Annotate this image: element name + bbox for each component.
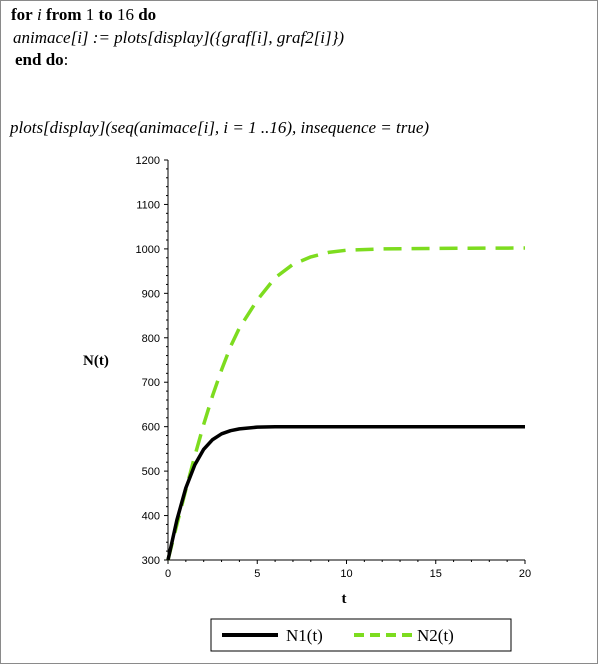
- x-axis-label: t: [342, 591, 347, 607]
- plot-curves: [166, 246, 526, 561]
- x-tick-label: 10: [340, 568, 352, 580]
- x-tick-label: 15: [430, 568, 442, 580]
- y-tick-label: 400: [142, 511, 160, 523]
- x-tick-label: 20: [519, 568, 531, 580]
- x-tick-label: 0: [165, 568, 171, 580]
- y-axis-label: N(t): [83, 353, 109, 369]
- series-line-n2t: [166, 246, 526, 561]
- code-line-plots-display[interactable]: plots[display](seq(animace[i], i = 1 ..1…: [10, 118, 430, 137]
- from-value: 1: [85, 5, 95, 24]
- plot-axes: 300 400 500 600 700 800 900 1000 1100 1200 0 5 10 15 2…: [136, 155, 532, 580]
- keyword-from: from: [45, 5, 82, 24]
- code-line-animace-assign[interactable]: animace[i] := plots[display]({graf[i], g…: [13, 28, 345, 47]
- y-tick-label: 900: [142, 288, 160, 300]
- y-tick-label: 700: [142, 377, 160, 389]
- keyword-end-do: end do: [15, 50, 64, 69]
- y-tick-label: 800: [142, 333, 160, 345]
- end-do-colon: :: [63, 50, 69, 69]
- keyword-for: for: [11, 5, 33, 24]
- y-tick-label: 1200: [136, 155, 160, 167]
- series-line-n1t: [166, 424, 525, 561]
- legend-label-n2: N2(t): [417, 626, 454, 645]
- y-tick-label: 1100: [136, 199, 160, 211]
- loop-variable: i: [36, 5, 42, 24]
- code-line-end-do[interactable]: end do:: [15, 50, 68, 70]
- keyword-do: do: [138, 5, 157, 24]
- to-value: 16: [116, 5, 134, 24]
- y-tick-label: 600: [142, 422, 160, 434]
- y-tick-label: 300: [142, 555, 160, 567]
- legend-label-n1: N1(t): [286, 626, 323, 645]
- x-tick-label: 5: [254, 568, 260, 580]
- keyword-to: to: [98, 5, 113, 24]
- legend: N1(t) N2(t): [210, 618, 512, 652]
- y-tick-label: 1000: [136, 244, 160, 256]
- y-tick-label: 500: [142, 466, 160, 478]
- code-line-for[interactable]: for i from 1 to 16 do: [11, 5, 156, 25]
